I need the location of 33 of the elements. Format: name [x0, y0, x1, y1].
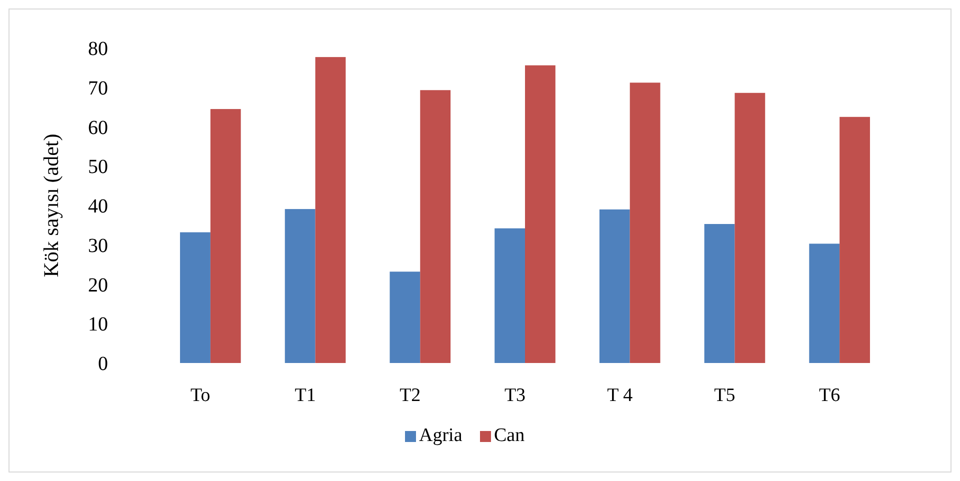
x-tick-label: T5	[714, 385, 736, 406]
y-tick-label: 50	[88, 156, 108, 178]
bar	[704, 224, 735, 363]
bar	[315, 57, 346, 363]
bar	[840, 116, 870, 363]
bar	[599, 209, 630, 363]
bar	[284, 209, 316, 363]
bar	[180, 232, 210, 363]
x-tick-label: T 4	[607, 385, 634, 406]
bar	[390, 272, 420, 363]
y-tick-label: 10	[88, 314, 108, 336]
y-axis-title: Kök sayısı (adet)	[39, 134, 63, 278]
y-tick-label: 70	[88, 77, 108, 100]
y-tick-label: 80	[88, 38, 108, 60]
bar	[630, 82, 660, 363]
bar	[420, 90, 451, 363]
y-tick-label: 0	[98, 353, 108, 375]
legend-label: Agria	[419, 425, 463, 446]
y-tick-label: 20	[88, 274, 108, 296]
y-tick-label: 30	[88, 234, 108, 257]
bar	[210, 109, 241, 363]
x-tick-label: To	[190, 385, 210, 406]
x-tick-label: T2	[400, 385, 421, 406]
bar	[525, 65, 556, 363]
bar	[734, 92, 766, 363]
y-tick-label: 40	[88, 196, 108, 218]
x-tick-label: T3	[504, 385, 526, 406]
x-tick-label: T1	[294, 385, 316, 406]
legend-label: Can	[494, 425, 526, 446]
x-tick-label: T6	[819, 385, 840, 406]
y-tick-label: 60	[88, 116, 108, 139]
bar	[809, 244, 840, 363]
bar	[494, 228, 525, 363]
